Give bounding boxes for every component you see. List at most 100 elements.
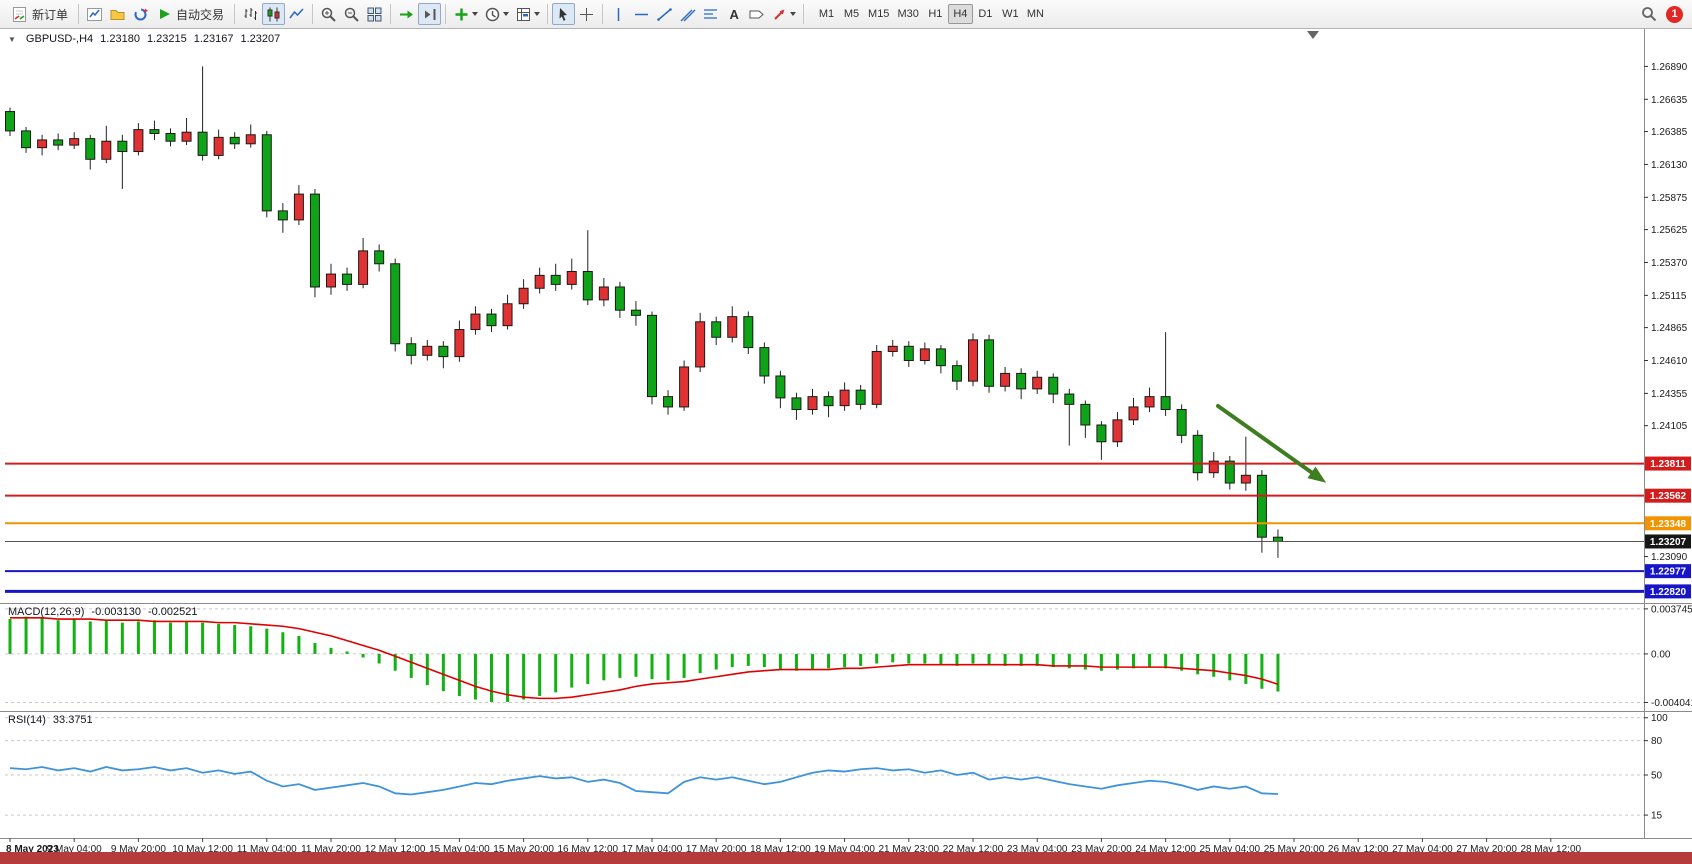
svg-text:27 May 20:00: 27 May 20:00	[1456, 844, 1517, 855]
symbol-period-label: GBPUSD-,H4	[25, 33, 94, 45]
refresh-button[interactable]	[129, 3, 152, 25]
timeframe-MN[interactable]: MN	[1026, 8, 1044, 20]
toolbar-separator	[547, 4, 549, 24]
trendline-icon	[657, 7, 672, 21]
svg-text:11 May 20:00: 11 May 20:00	[301, 844, 361, 855]
autotrading-label: 自动交易	[176, 7, 225, 22]
toolbar-separator	[312, 4, 314, 24]
timeframe-D1[interactable]: D1	[978, 8, 993, 20]
svg-text:1.24355: 1.24355	[1651, 389, 1688, 400]
high-value: 1.23215	[146, 33, 187, 45]
chart-ohlc-header: ▼ GBPUSD-,H4 1.23180 1.23215 1.23167 1.2…	[8, 33, 280, 45]
clock-icon	[485, 7, 500, 21]
vertical-line-tool-button[interactable]	[607, 3, 630, 25]
svg-text:12 May 12:00: 12 May 12:00	[365, 844, 426, 855]
tile-windows-button[interactable]	[363, 3, 386, 25]
zoom-out-button[interactable]	[340, 3, 363, 25]
svg-text:23 May 04:00: 23 May 04:00	[1007, 844, 1068, 855]
indicators-button[interactable]	[450, 3, 481, 25]
indicators-plus-icon	[455, 8, 468, 20]
chart-shift-marker-icon[interactable]	[1307, 31, 1319, 39]
new-order-label: 新订单	[32, 7, 69, 22]
macd-main-value: -0.003130	[91, 606, 141, 618]
svg-text:8 May 2023: 8 May 2023	[6, 844, 59, 855]
svg-text:15: 15	[1651, 811, 1663, 822]
chevron-down-icon	[472, 12, 479, 16]
tile-windows-icon	[367, 7, 382, 21]
equidistant-channel-icon	[680, 9, 696, 21]
auto-scroll-button[interactable]	[395, 3, 418, 25]
bar-chart-button[interactable]	[239, 3, 262, 25]
timeframe-H4[interactable]: H4	[947, 4, 973, 24]
zoom-in-icon	[321, 7, 336, 22]
timeframe-M30[interactable]: M30	[897, 8, 919, 20]
charts-button[interactable]	[83, 3, 106, 25]
chart-menu-triangle-icon[interactable]: ▼	[8, 34, 16, 44]
macd-signal-value: -0.002521	[147, 606, 198, 618]
svg-text:18 May 12:00: 18 May 12:00	[750, 844, 811, 855]
zoom-in-button[interactable]	[317, 3, 340, 25]
svg-text:1.23348: 1.23348	[1650, 519, 1687, 530]
svg-text:1.24610: 1.24610	[1651, 356, 1688, 367]
crosshair-button[interactable]	[575, 3, 598, 25]
timeframe-H1[interactable]: H1	[928, 8, 943, 20]
svg-text:21 May 23:00: 21 May 23:00	[878, 844, 939, 855]
svg-text:17 May 04:00: 17 May 04:00	[622, 844, 683, 855]
open-value: 1.23180	[100, 33, 140, 45]
cursor-button[interactable]	[552, 3, 576, 25]
timeframe-M15[interactable]: M15	[868, 8, 890, 20]
macd-indicator	[5, 608, 1644, 703]
candlestick-chart-button[interactable]	[262, 3, 286, 25]
svg-text:15 May 04:00: 15 May 04:00	[429, 844, 490, 855]
svg-text:25 May 04:00: 25 May 04:00	[1199, 844, 1260, 855]
price-axis[interactable]: 1.26890 1.26635 1.26385 1.26130 1.25875 1.256…	[1644, 62, 1692, 822]
search-icon[interactable]	[1640, 5, 1658, 23]
timeframe-W1[interactable]: W1	[1002, 8, 1019, 20]
svg-text:1.24865: 1.24865	[1651, 323, 1688, 334]
timeframe-M5[interactable]: M5	[843, 8, 860, 20]
svg-text:9 May 20:00: 9 May 20:00	[111, 844, 166, 855]
low-value: 1.23167	[193, 33, 234, 45]
candlestick-chart-icon	[267, 7, 280, 21]
vertical-line-icon	[617, 7, 620, 21]
new-order-button[interactable]: 新订单	[5, 3, 74, 25]
toolbar-separator	[78, 4, 80, 24]
trendline-tool-button[interactable]	[653, 3, 676, 25]
notification-badge[interactable]: 1	[1666, 5, 1683, 23]
fibonacci-tool-button[interactable]	[699, 3, 722, 25]
svg-text:23 May 20:00: 23 May 20:00	[1071, 844, 1132, 855]
text-icon: A	[730, 7, 740, 22]
chart-shift-button[interactable]	[418, 3, 442, 25]
svg-text:1.26890: 1.26890	[1651, 62, 1688, 73]
svg-text:1.22820: 1.22820	[1650, 587, 1687, 598]
channel-tool-button[interactable]	[676, 3, 699, 25]
trend-arrow-annotation[interactable]	[1216, 404, 1327, 483]
svg-text:A: A	[730, 7, 740, 22]
autotrading-play-icon	[160, 9, 171, 19]
horizontal-line-tool-button[interactable]	[630, 3, 653, 25]
new-order-icon	[13, 6, 26, 22]
chart-shift-icon	[425, 8, 436, 20]
refresh-icon	[134, 8, 149, 20]
cursor-icon	[559, 7, 568, 21]
svg-text:0.003745: 0.003745	[1651, 604, 1692, 615]
arrows-tool-button[interactable]	[768, 3, 799, 25]
chart-window-icon	[87, 7, 103, 21]
timeframe-M1[interactable]: M1	[818, 8, 835, 20]
svg-text:1.23811: 1.23811	[1650, 459, 1686, 470]
profiles-button[interactable]	[106, 3, 129, 25]
line-chart-button[interactable]	[285, 3, 308, 25]
svg-text:1.22977: 1.22977	[1650, 567, 1687, 578]
horizontal-level-lines[interactable]	[5, 462, 1644, 593]
autotrading-button[interactable]: 自动交易	[152, 3, 230, 25]
text-tool-button[interactable]: A	[722, 3, 745, 25]
svg-text:1.25115: 1.25115	[1651, 291, 1687, 302]
svg-text:1.23562: 1.23562	[1650, 491, 1687, 502]
rsi-panel-header: RSI(14) 33.3751	[8, 714, 93, 726]
svg-text:1.26130: 1.26130	[1651, 160, 1688, 171]
templates-button[interactable]	[512, 3, 543, 25]
periods-button[interactable]	[481, 3, 512, 25]
label-tool-button[interactable]	[745, 3, 768, 25]
